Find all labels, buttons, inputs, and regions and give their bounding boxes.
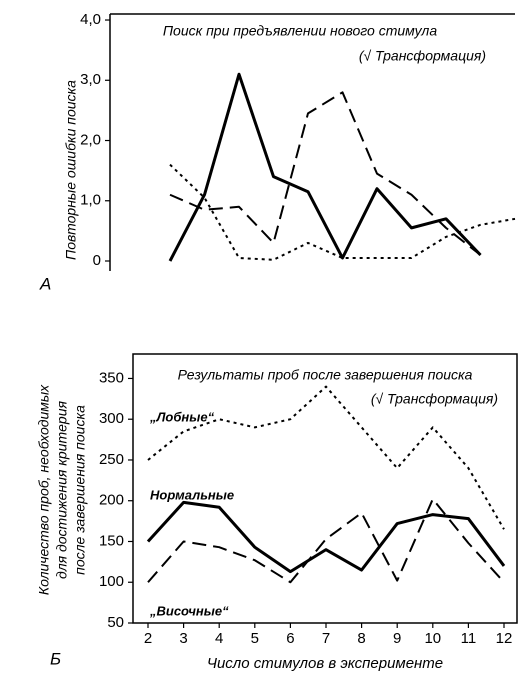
y-axis-title: Повторные ошибки поиска	[63, 80, 79, 260]
x-tick-label: 4	[215, 630, 223, 647]
chart-subtitle: (√ Трансформация)	[359, 48, 486, 64]
y-tick-label: 300	[99, 410, 124, 427]
y-tick-label: 100	[99, 573, 124, 590]
data-line	[147, 498, 505, 584]
y-axis-title: Количество проб, необходимых	[36, 384, 52, 595]
x-tick-label: 8	[357, 630, 365, 647]
x-tick-label: 2	[144, 630, 152, 647]
y-tick-label: 2,0	[80, 131, 101, 148]
y-axis-title: после завершения поиска	[72, 405, 88, 575]
chart-title: Поиск при предъявлении нового стимула	[163, 23, 437, 39]
y-axis-title: для достижения критерия	[54, 401, 70, 579]
data-line	[168, 72, 482, 262]
x-tick-label: 10	[424, 630, 441, 647]
x-tick-label: 11	[461, 630, 477, 647]
legend-label: „Лобные“	[149, 409, 215, 424]
data-line	[146, 500, 506, 574]
plot-frame	[132, 353, 518, 624]
y-tick-label: 4,0	[80, 11, 101, 28]
data-line	[147, 385, 505, 530]
y-tick-label: 0	[93, 252, 101, 269]
y-tick-label: 3,0	[80, 71, 101, 88]
y-tick-label: 250	[99, 451, 124, 468]
x-tick-label: 3	[179, 630, 187, 647]
y-tick-label: 50	[107, 614, 124, 631]
y-tick-label: 350	[99, 369, 124, 386]
legend-label: Нормальные	[150, 487, 234, 502]
panel-label: А	[39, 274, 51, 293]
x-axis-title: Число стимулов в эксперименте	[207, 655, 443, 672]
chart-subtitle: (√ Трансформация)	[371, 391, 498, 407]
y-tick-label: 200	[99, 492, 124, 509]
x-tick-label: 6	[286, 630, 294, 647]
y-tick-label: 1,0	[80, 192, 101, 209]
data-line	[169, 91, 482, 256]
legend-label: „Височные“	[149, 603, 229, 618]
panel-label: Б	[50, 649, 61, 668]
x-tick-label: 12	[496, 630, 513, 647]
x-tick-label: 5	[251, 630, 259, 647]
chart-title: Результаты проб после завершения поиска	[178, 367, 473, 383]
y-tick-label: 150	[99, 532, 124, 549]
x-tick-label: 9	[393, 630, 401, 647]
x-tick-label: 7	[322, 630, 330, 647]
